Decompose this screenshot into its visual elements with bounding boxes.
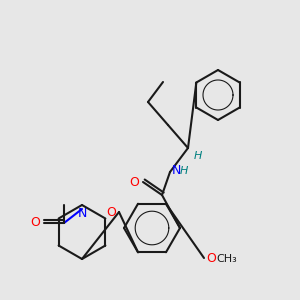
Text: H: H <box>194 151 202 161</box>
Text: O: O <box>129 176 139 188</box>
Text: CH₃: CH₃ <box>216 254 237 264</box>
Text: O: O <box>30 217 40 230</box>
Text: H: H <box>180 166 188 176</box>
Text: O: O <box>106 206 116 218</box>
Text: O: O <box>206 251 216 265</box>
Text: N: N <box>77 207 87 220</box>
Text: N: N <box>172 164 182 178</box>
